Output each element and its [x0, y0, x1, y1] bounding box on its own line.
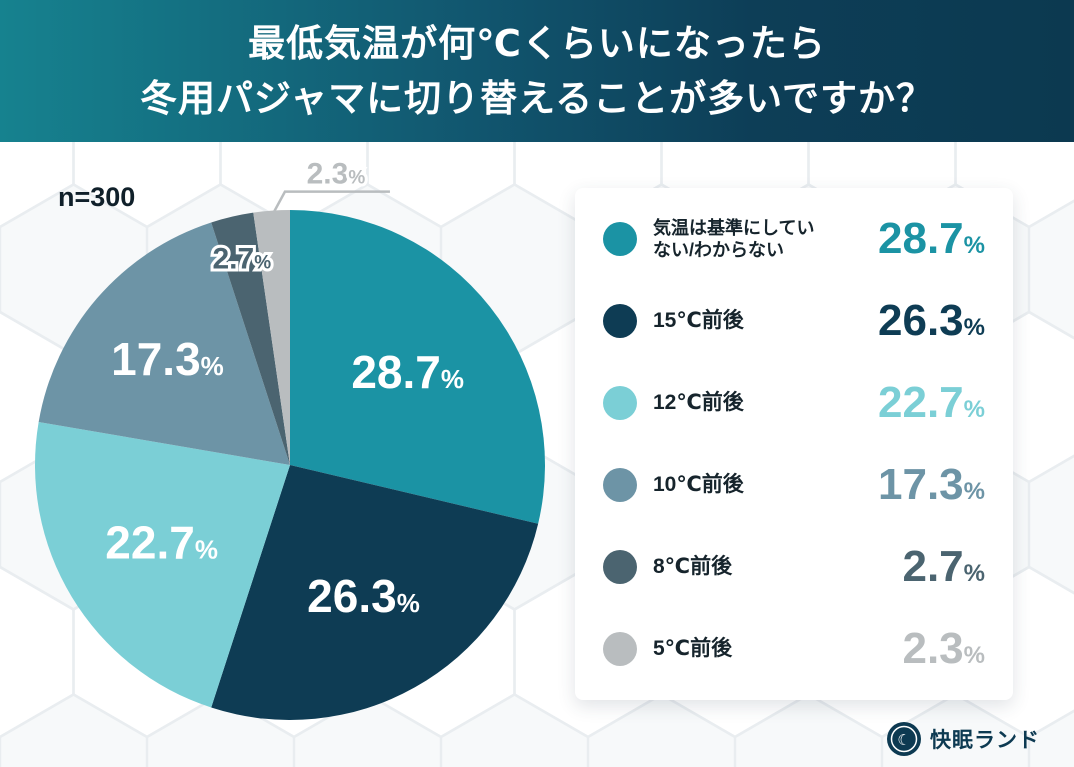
legend-percent-3: 17.3% — [835, 460, 985, 510]
legend-percent-5: 2.3% — [835, 624, 985, 674]
legend-dot-5 — [603, 632, 637, 666]
percent-sign-1: % — [963, 314, 985, 341]
percent-sign-3: % — [963, 478, 985, 505]
legend-row-1: 15℃前後 26.3% — [603, 296, 985, 346]
legend-row-0: 気温は基準にしていない/わからない 28.7% — [603, 214, 985, 264]
pie-label-1: 26.3% — [307, 570, 420, 622]
legend-row-5: 5℃前後 2.3% — [603, 624, 985, 674]
legend-percent-0: 28.7% — [835, 214, 985, 264]
legend-label-5: 5℃前後 — [653, 636, 733, 660]
pie-slice-0 — [290, 210, 545, 524]
legend-label-4: 8℃前後 — [653, 554, 733, 578]
legend-percent-value-0: 28.7 — [878, 214, 964, 263]
percent-sign-2: % — [963, 396, 985, 423]
chart-area: n=300 28.7% 26.3% 22.7% 17.3% 2.7% 2.3% 気温は基準… — [0, 142, 1074, 767]
pie-slice-3 — [38, 222, 290, 465]
pie-slice-1 — [211, 465, 539, 720]
legend-percent-1: 26.3% — [835, 296, 985, 346]
legend-label-3: 10℃前後 — [653, 472, 744, 496]
pie-slice-4 — [211, 212, 290, 465]
pie-leader-line — [270, 190, 390, 217]
legend-percent-value-1: 26.3 — [878, 296, 964, 345]
legend-dot-0 — [603, 222, 637, 256]
legend-label-1: 15℃前後 — [653, 308, 744, 332]
page-title-line2: 冬用パジャマに切り替えることが多いですか？ — [140, 78, 934, 119]
legend-label-0: 気温は基準にしていない/わからない — [653, 217, 815, 261]
legend-percent-4: 2.7% — [835, 542, 985, 592]
legend-dot-1 — [603, 304, 637, 338]
legend-percent-2: 22.7% — [835, 378, 985, 428]
pie-chart-svg: 28.7%26.3%22.7%17.3%2.7%2.3% — [34, 155, 545, 720]
legend-percent-value-3: 17.3 — [878, 460, 964, 509]
sample-size-label: n=300 — [58, 182, 136, 212]
percent-sign-4: % — [963, 560, 985, 587]
title-banner: 最低気温が何℃くらいになったら 冬用パジャマに切り替えることが多いですか？ — [0, 0, 1074, 142]
legend-label-2: 12℃前後 — [653, 390, 744, 414]
legend-row-3: 10℃前後 17.3% — [603, 460, 985, 510]
legend-dot-4 — [603, 550, 637, 584]
legend-dot-2 — [603, 386, 637, 420]
percent-sign-5: % — [963, 642, 985, 669]
legend-percent-value-5: 2.3 — [902, 624, 964, 673]
pie-slice-2 — [34, 421, 290, 708]
legend-row-2: 12℃前後 22.7% — [603, 378, 985, 428]
percent-sign-0: % — [963, 232, 985, 259]
legend-percent-value-2: 22.7 — [878, 378, 964, 427]
legend-dot-3 — [603, 468, 637, 502]
legend-card: 気温は基準にしていない/わからない 28.7% 15℃前後 26.3% 12℃前… — [575, 188, 1013, 700]
brand-name: 快眠ランド — [930, 729, 1040, 752]
svg-text:☾: ☾ — [897, 732, 910, 749]
pie-label-5: 2.3% — [307, 158, 366, 191]
kaimin-land-logo-icon: ☾ — [887, 722, 921, 756]
page-title-line1: 最低気温が何℃くらいになったら — [248, 23, 826, 64]
brand-footer: ☾ 快眠ランド — [886, 721, 1040, 757]
legend-percent-value-4: 2.7 — [902, 542, 964, 591]
pie-slice-5 — [253, 210, 290, 465]
legend-row-4: 8℃前後 2.7% — [603, 542, 985, 592]
